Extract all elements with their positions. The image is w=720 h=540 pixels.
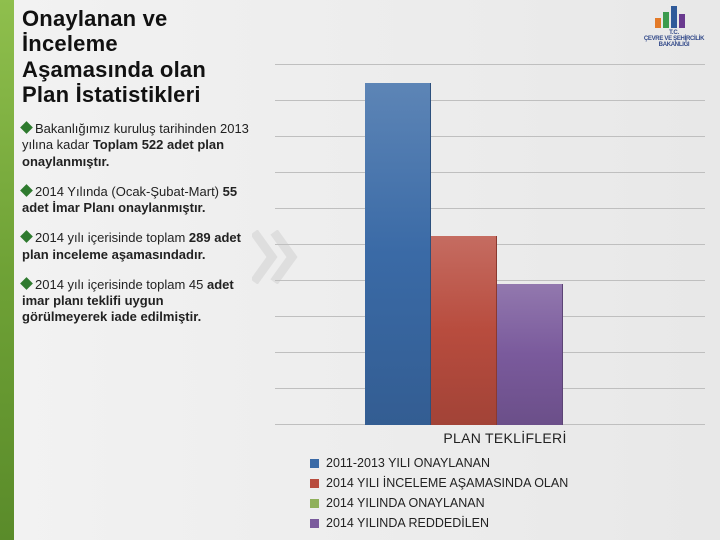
ministry-logo: T.C. ÇEVRE VE ŞEHİRCİLİK BAKANLIĞI <box>642 6 706 48</box>
sidebar: Onaylanan ve İnceleme Aşamasında olan Pl… <box>22 6 250 340</box>
chart-gridline <box>275 208 705 209</box>
logo-line3: BAKANLIĞI <box>642 42 706 48</box>
logo-bars-icon <box>651 6 697 28</box>
legend-swatch <box>310 519 319 528</box>
chart-legend: PLAN TEKLİFLERİ 2011-2013 YILI ONAYLANAN… <box>310 430 700 536</box>
legend-label: 2014 YILI İNCELEME AŞAMASINDA OLAN <box>326 476 568 490</box>
legend-item: 2011-2013 YILI ONAYLANAN <box>310 456 700 470</box>
diamond-bullet-icon <box>20 277 33 290</box>
legend-label: 2011-2013 YILI ONAYLANAN <box>326 456 490 470</box>
diamond-bullet-icon <box>20 121 33 134</box>
legend-label: 2014 YILINDA ONAYLANAN <box>326 496 485 510</box>
legend-item: 2014 YILI İNCELEME AŞAMASINDA OLAN <box>310 476 700 490</box>
legend-item: 2014 YILINDA REDDEDİLEN <box>310 516 700 530</box>
legend-swatch <box>310 459 319 468</box>
diamond-bullet-icon <box>20 231 33 244</box>
bullet-item: 2014 yılı içerisinde toplam 289 adet pla… <box>22 230 250 263</box>
chart-gridline <box>275 100 705 101</box>
chart-area <box>275 65 705 425</box>
chart-plot <box>275 65 705 425</box>
slide-root: T.C. ÇEVRE VE ŞEHİRCİLİK BAKANLIĞI Onayl… <box>0 0 720 540</box>
legend-item: 2014 YILINDA ONAYLANAN <box>310 496 700 510</box>
bullet-item: 2014 Yılında (Ocak-Şubat-Mart) 55 adet İ… <box>22 184 250 217</box>
bullet-normal-text: 2014 yılı içerisinde toplam <box>35 230 189 245</box>
bullet-item: Bakanlığımız kuruluş tarihinden 2013 yıl… <box>22 121 250 170</box>
bullet-item: 2014 yılı içerisinde toplam 45 adet imar… <box>22 277 250 326</box>
chart-gridline <box>275 172 705 173</box>
chart-gridline <box>275 136 705 137</box>
chart-bar <box>365 83 431 425</box>
legend-swatch <box>310 499 319 508</box>
bullet-list: Bakanlığımız kuruluş tarihinden 2013 yıl… <box>22 121 250 326</box>
legend-items: 2011-2013 YILI ONAYLANAN 2014 YILI İNCELE… <box>310 456 700 530</box>
bullet-normal-text: 2014 Yılında (Ocak-Şubat-Mart) <box>35 184 223 199</box>
chart-gridline <box>275 64 705 65</box>
left-accent-strip <box>0 0 14 540</box>
legend-label: 2014 YILINDA REDDEDİLEN <box>326 516 489 530</box>
bullet-normal-text: 2014 yılı içerisinde toplam 45 <box>35 277 207 292</box>
page-title: Onaylanan ve İnceleme Aşamasında olan Pl… <box>22 6 250 107</box>
legend-title: PLAN TEKLİFLERİ <box>310 430 700 446</box>
diamond-bullet-icon <box>20 184 33 197</box>
chart-bar <box>431 236 497 425</box>
chart-bar <box>497 284 563 425</box>
legend-swatch <box>310 479 319 488</box>
